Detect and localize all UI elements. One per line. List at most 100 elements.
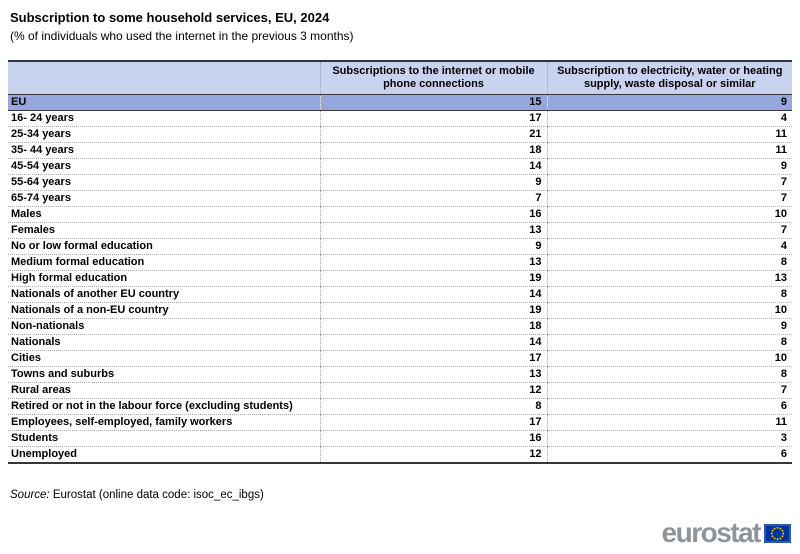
row-label: Females (8, 222, 320, 239)
row-value: 16 (319, 206, 547, 223)
row-label: No or low formal education (8, 238, 320, 255)
table-row: Non-nationals 18 9 (8, 318, 792, 335)
eurostat-logo-text: eurostat (661, 517, 762, 548)
table-row: 16- 24 years 17 4 (8, 110, 792, 127)
page-title: Subscription to some household services,… (10, 10, 330, 25)
row-value: 13 (319, 366, 547, 383)
row-label: EU (8, 94, 320, 111)
table-row: 65-74 years 7 7 (8, 190, 792, 207)
row-value: 19 (319, 302, 547, 319)
table-row: High formal education 19 13 (8, 270, 792, 287)
row-label: Towns and suburbs (8, 366, 320, 383)
row-value: 10 (546, 350, 792, 367)
row-label: Nationals of a non-EU country (8, 302, 320, 319)
table-row: Towns and suburbs 13 8 (8, 366, 792, 383)
row-value: 7 (546, 222, 792, 239)
row-label: Medium formal education (8, 254, 320, 271)
table-row: Females 13 7 (8, 222, 792, 239)
row-value: 14 (319, 334, 547, 351)
row-label: Non-nationals (8, 318, 320, 335)
table-row: Unemployed 12 6 (8, 446, 792, 464)
table-row: Rural areas 12 7 (8, 382, 792, 399)
table-row: Retired or not in the labour force (excl… (8, 398, 792, 415)
row-label: Retired or not in the labour force (excl… (8, 398, 320, 415)
row-value: 7 (546, 382, 792, 399)
row-value: 7 (546, 174, 792, 191)
table-row: No or low formal education 9 4 (8, 238, 792, 255)
row-label: 65-74 years (8, 190, 320, 207)
row-value: 8 (546, 254, 792, 271)
row-value: 11 (546, 414, 792, 431)
row-value: 13 (319, 254, 547, 271)
row-value: 17 (319, 414, 547, 431)
row-value: 6 (546, 446, 792, 464)
row-label: Cities (8, 350, 320, 367)
row-label: 55-64 years (8, 174, 320, 191)
eurostat-logo: eurostat (662, 519, 791, 547)
table-row: EU 15 9 (8, 94, 792, 111)
row-label: Nationals (8, 334, 320, 351)
row-value: 8 (546, 334, 792, 351)
table-row: Students 16 3 (8, 430, 792, 447)
column-header-electricity: Subscription to electricity, water or he… (546, 60, 792, 95)
row-label: 16- 24 years (8, 110, 320, 127)
row-value: 3 (546, 430, 792, 447)
row-label: Males (8, 206, 320, 223)
table-row: Nationals 14 8 (8, 334, 792, 351)
table-header: Subscriptions to the internet or mobile … (8, 60, 792, 95)
row-label: Students (8, 430, 320, 447)
row-value: 12 (319, 382, 547, 399)
row-value: 9 (319, 174, 547, 191)
eu-flag-icon (764, 523, 791, 543)
row-value: 9 (546, 318, 792, 335)
row-label: 45-54 years (8, 158, 320, 175)
row-value: 17 (319, 110, 547, 127)
row-value: 18 (319, 142, 547, 159)
row-value: 12 (319, 446, 547, 464)
row-value: 7 (319, 190, 547, 207)
table-row: Medium formal education 13 8 (8, 254, 792, 271)
row-label: 25-34 years (8, 126, 320, 143)
row-value: 17 (319, 350, 547, 367)
row-value: 16 (319, 430, 547, 447)
row-value: 8 (546, 286, 792, 303)
table-row: Nationals of a non-EU country 19 10 (8, 302, 792, 319)
row-label: 35- 44 years (8, 142, 320, 159)
row-label: High formal education (8, 270, 320, 287)
column-header-internet: Subscriptions to the internet or mobile … (319, 60, 547, 95)
corner-cell (8, 60, 320, 95)
source-label: Source: (10, 489, 50, 501)
row-label: Unemployed (8, 446, 320, 464)
row-value: 9 (319, 238, 547, 255)
row-value: 11 (546, 126, 792, 143)
table-row: Cities 17 10 (8, 350, 792, 367)
row-value: 8 (546, 366, 792, 383)
row-value: 13 (546, 270, 792, 287)
table-row: 45-54 years 14 9 (8, 158, 792, 175)
row-value: 19 (319, 270, 547, 287)
row-value: 14 (319, 158, 547, 175)
table-row: Employees, self-employed, family workers… (8, 414, 792, 431)
table-row: Males 16 10 (8, 206, 792, 223)
source-text: Eurostat (online data code: isoc_ec_ibgs… (49, 489, 264, 501)
row-value: 18 (319, 318, 547, 335)
row-value: 14 (319, 286, 547, 303)
row-value: 15 (319, 94, 547, 111)
row-value: 9 (546, 158, 792, 175)
row-label: Nationals of another EU country (8, 286, 320, 303)
row-value: 21 (319, 126, 547, 143)
table-row: 35- 44 years 18 11 (8, 142, 792, 159)
row-value: 9 (546, 94, 792, 111)
source-note: Source: Eurostat (online data code: isoc… (10, 489, 264, 501)
eu-flag-stars (770, 526, 785, 540)
table-row: Nationals of another EU country 14 8 (8, 286, 792, 303)
table-row: 55-64 years 9 7 (8, 174, 792, 191)
row-value: 10 (546, 302, 792, 319)
table-body: EU 15 9 16- 24 years 17 4 25-34 years 21 11 35- 4… (8, 94, 792, 464)
row-value: 6 (546, 398, 792, 415)
table-header-row: Subscriptions to the internet or mobile … (8, 60, 792, 95)
row-value: 13 (319, 222, 547, 239)
page-subtitle: (% of individuals who used the internet … (10, 29, 354, 43)
row-label: Employees, self-employed, family workers (8, 414, 320, 431)
table-row: 25-34 years 21 11 (8, 126, 792, 143)
